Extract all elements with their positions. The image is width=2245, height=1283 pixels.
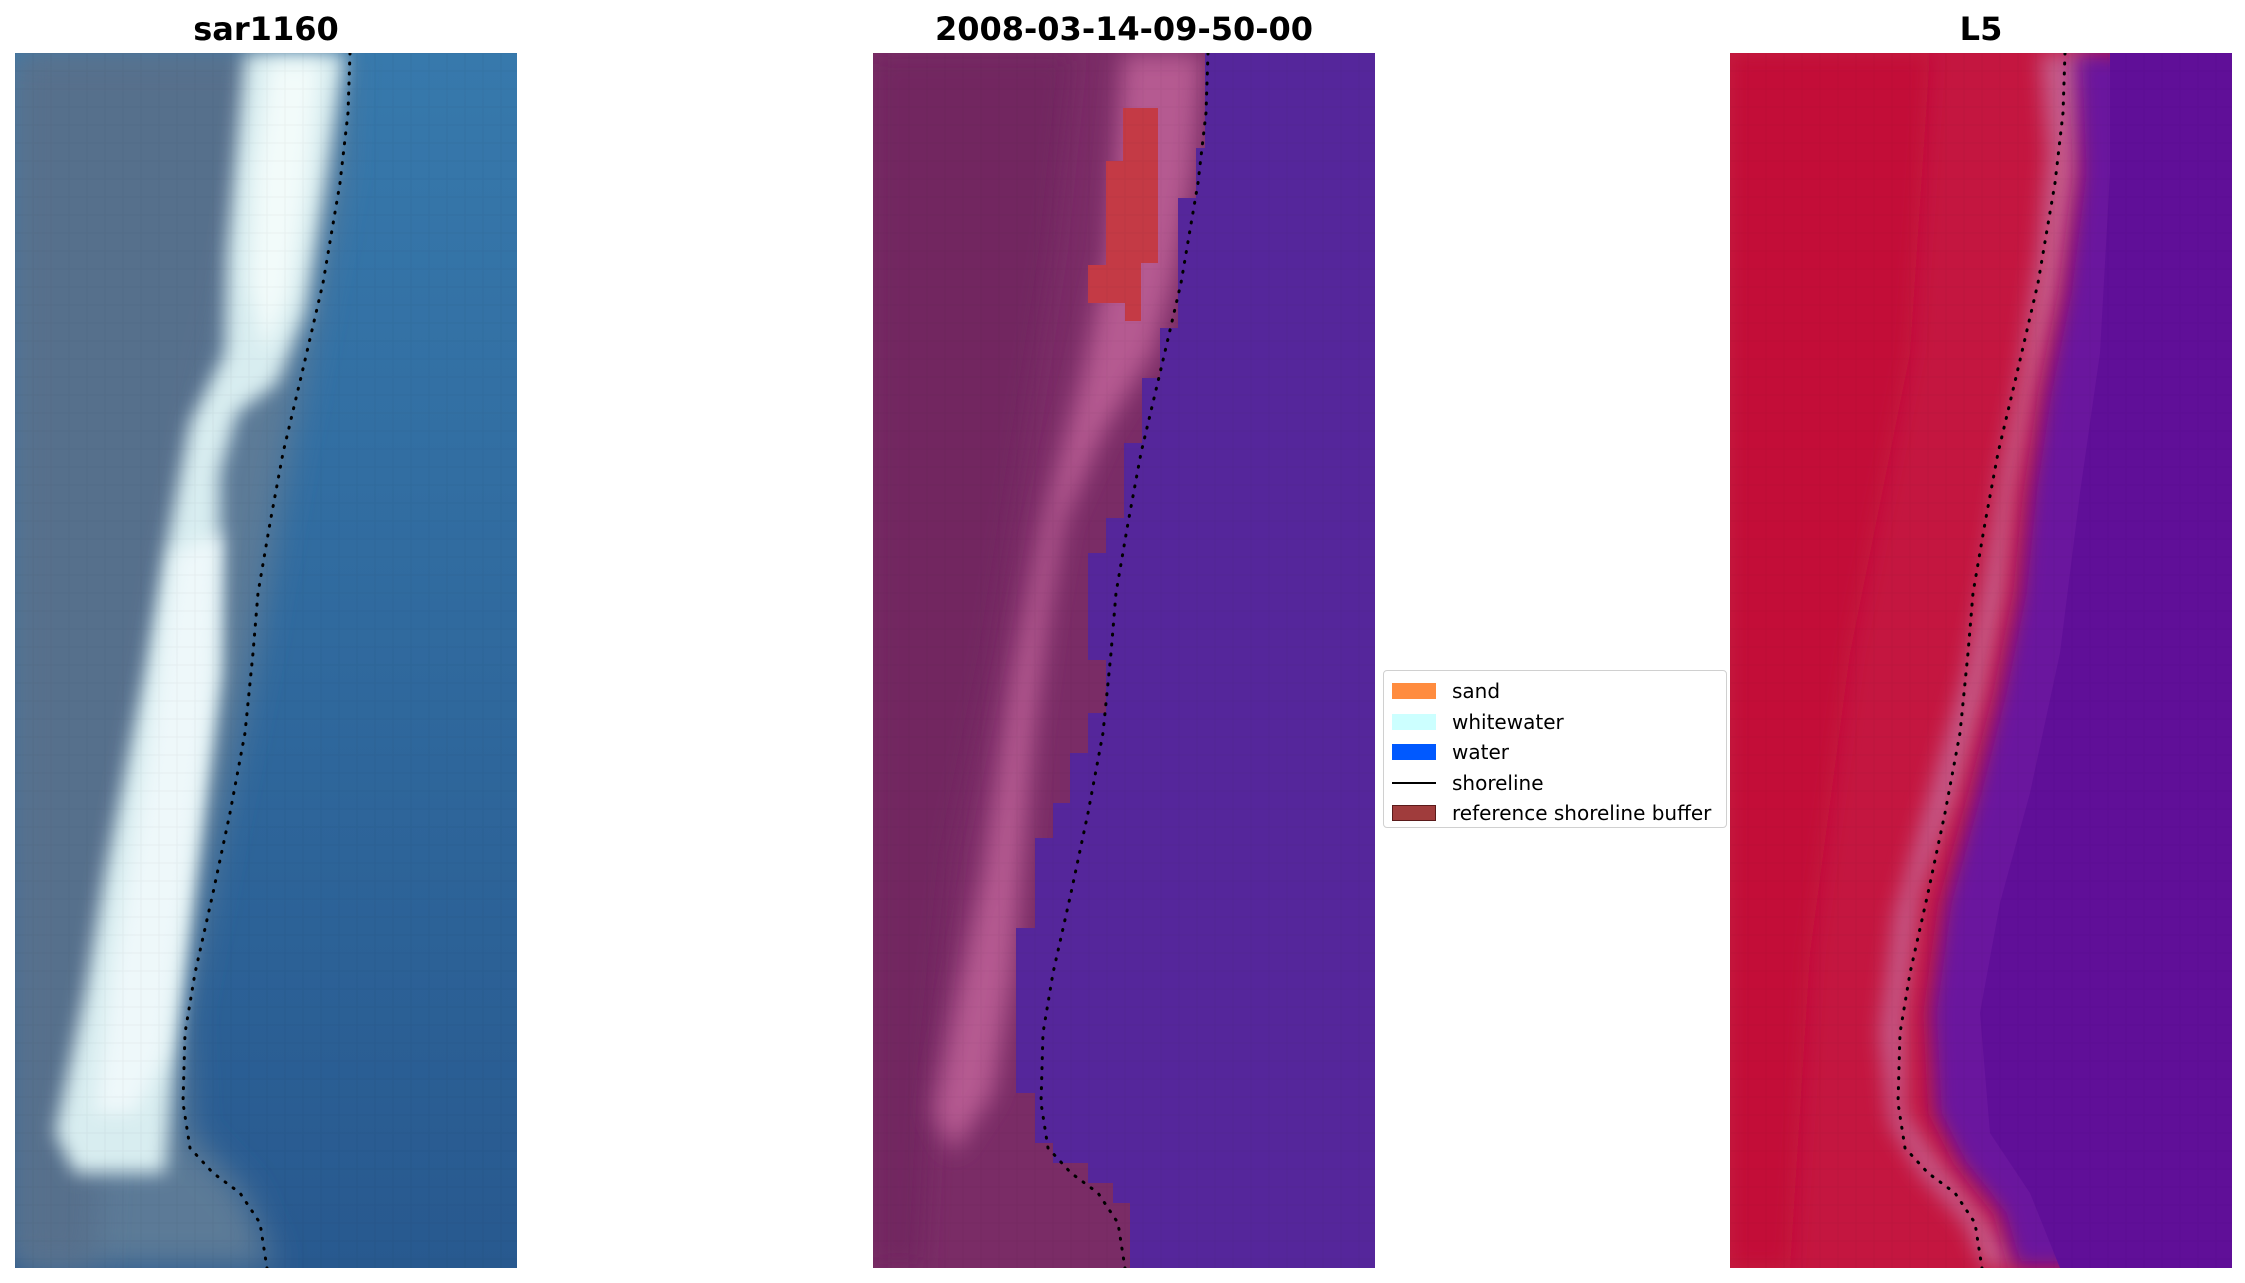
panel-title-rgb: sar1160: [193, 10, 339, 48]
panel-title-classified: 2008-03-14-09-50-00: [934, 10, 1314, 48]
legend-item-sand: sand: [1392, 676, 1718, 707]
legend-label-water: water: [1452, 740, 1509, 765]
legend-swatch-sand: [1392, 683, 1436, 700]
legend-label-shoreline: shoreline: [1452, 770, 1544, 795]
legend-swatch-reference-buffer: [1392, 805, 1436, 822]
rgb-image-panel: [15, 53, 517, 1268]
shoreline-rgb: [181, 53, 352, 1268]
legend-label-whitewater: whitewater: [1452, 709, 1564, 734]
legend-swatch-water: [1392, 744, 1436, 761]
panel-title-index: L5: [1959, 10, 2003, 48]
legend-item-reference-buffer: reference shoreline buffer: [1392, 798, 1718, 829]
legend-label-sand: sand: [1452, 679, 1501, 704]
legend: sand whitewater water shoreline referenc…: [1383, 670, 1727, 828]
legend-item-whitewater: whitewater: [1392, 707, 1718, 738]
shoreline-classified: [1039, 53, 1210, 1268]
index-image: [1730, 53, 2232, 1268]
shoreline-index: [1896, 53, 2067, 1268]
legend-label-reference-buffer: reference shoreline buffer: [1452, 801, 1712, 826]
index-image-panel: [1730, 53, 2232, 1268]
legend-swatch-whitewater: [1392, 713, 1436, 730]
legend-item-shoreline: shoreline: [1392, 768, 1718, 799]
legend-item-water: water: [1392, 737, 1718, 768]
legend-swatch-shoreline: [1392, 775, 1436, 791]
classified-image: [873, 53, 1375, 1268]
classified-image-panel: [873, 53, 1375, 1268]
rgb-image: [15, 53, 517, 1268]
